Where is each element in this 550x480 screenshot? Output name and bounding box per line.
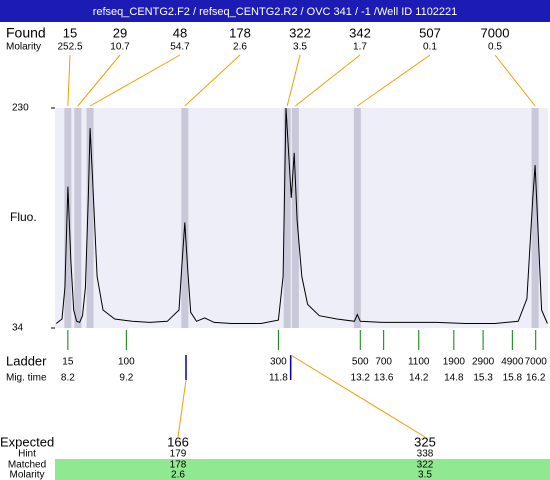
- ladder-time: 16.2: [526, 373, 546, 384]
- matched-band: [55, 459, 550, 470]
- hint-label: Hint: [18, 449, 36, 460]
- ladder-size: 1100: [408, 357, 430, 368]
- hint-size: 179: [170, 449, 187, 460]
- y-tick-label: 230: [12, 103, 29, 114]
- found-size: 29: [113, 25, 127, 40]
- found-size: 178: [229, 25, 251, 40]
- expected-size: 166: [167, 434, 189, 449]
- found-molarity: 2.6: [233, 42, 247, 53]
- ladder-label: Ladder: [6, 353, 47, 368]
- found-leader: [357, 54, 431, 107]
- found-size: 342: [349, 25, 371, 40]
- ladder-size: 100: [118, 357, 135, 368]
- peak-band: [74, 108, 82, 328]
- plot-area: [55, 108, 548, 328]
- found-leader: [295, 54, 361, 107]
- ladder-size: 15: [62, 357, 74, 368]
- found-leader: [67, 54, 71, 107]
- ladder-size: 7000: [525, 357, 548, 368]
- hint-size: 338: [417, 449, 434, 460]
- found-molarity: 54.7: [170, 42, 190, 53]
- matched-label: Matched: [8, 460, 46, 471]
- ladder-size: 4900: [501, 357, 524, 368]
- peak-band: [531, 108, 539, 328]
- peak-band: [291, 108, 299, 328]
- found-molarity: 10.7: [110, 42, 130, 53]
- ladder-size: 2900: [472, 357, 495, 368]
- title: refseq_CENTG2.F2 / refseq_CENTG2.R2 / OV…: [93, 6, 458, 18]
- expected-leader: [290, 354, 426, 438]
- found-leader: [494, 54, 536, 107]
- found-molarity: 0.5: [488, 42, 502, 53]
- ladder-time: 13.2: [351, 373, 371, 384]
- found-size: 322: [289, 25, 311, 40]
- found-size: 48: [173, 25, 187, 40]
- ladder-time: 9.2: [119, 373, 133, 384]
- title-bar: [0, 0, 550, 22]
- found-molarity: 3.5: [293, 42, 307, 53]
- trace: [55, 107, 548, 324]
- found-molarity: 0.1: [423, 42, 437, 53]
- ladder-size: 1900: [443, 357, 466, 368]
- peak-band: [353, 108, 361, 328]
- ladder-time: 8.2: [61, 373, 75, 384]
- expected-size: 325: [414, 434, 436, 449]
- matched-molarity: 2.6: [171, 470, 185, 480]
- ladder-time: 15.3: [473, 373, 493, 384]
- ladder-size: 700: [375, 357, 392, 368]
- found-leader: [77, 54, 121, 107]
- peak-band: [64, 108, 72, 328]
- found-leader: [89, 54, 181, 107]
- ladder-time: 13.6: [374, 373, 394, 384]
- molarity-band: [55, 470, 550, 480]
- ladder-size: 300: [270, 357, 287, 368]
- expected-leader: [177, 379, 187, 438]
- molarity-label: Molarity: [6, 42, 41, 53]
- ladder-time: 11.8: [269, 373, 288, 384]
- found-leader: [286, 54, 301, 107]
- found-molarity: 1.7: [353, 42, 367, 53]
- found-molarity: 252.5: [57, 42, 82, 53]
- matched-molarity: 3.5: [418, 470, 432, 480]
- found-leader: [184, 54, 241, 107]
- peak-band: [86, 108, 94, 328]
- mig-time-label: Mig. time: [6, 373, 47, 384]
- ladder-time: 14.8: [444, 373, 464, 384]
- peak-band: [283, 108, 291, 328]
- found-label: Found: [6, 25, 46, 41]
- found-size: 15: [63, 25, 77, 40]
- ladder-size: 500: [352, 357, 369, 368]
- matched-size: 178: [170, 460, 187, 471]
- found-size: 7000: [481, 25, 510, 40]
- found-size: 507: [419, 25, 441, 40]
- peak-band: [181, 108, 189, 328]
- y-axis-label: Fluo.: [10, 210, 37, 224]
- molarity-row-label: Molarity: [9, 470, 44, 480]
- expected-label: Expected: [0, 434, 54, 449]
- ladder-time: 14.2: [409, 373, 429, 384]
- matched-size: 322: [417, 460, 434, 471]
- ladder-time: 15.8: [503, 373, 523, 384]
- y-tick-label: 34: [12, 323, 24, 334]
